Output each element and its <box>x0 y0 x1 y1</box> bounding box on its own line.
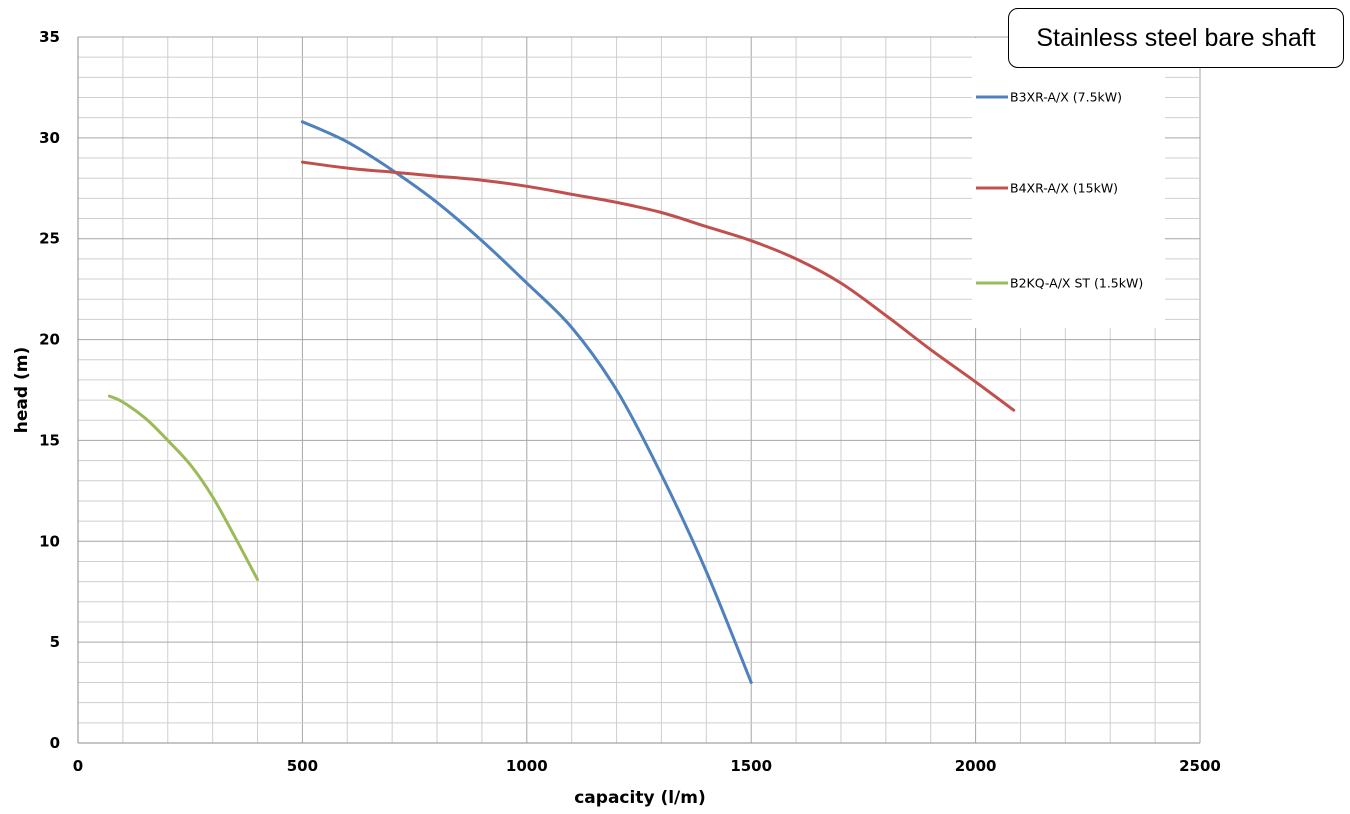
series-line-1 <box>300 120 753 684</box>
legend-label-3: B2KQ-A/X ST (1.5kW) <box>1010 276 1143 291</box>
series-layer <box>107 120 1016 684</box>
annotation-box: Stainless steel bare shaft <box>1008 8 1344 68</box>
legend-background <box>972 38 1165 328</box>
y-tick-label: 30 <box>39 129 60 147</box>
y-axis-title: head (m) <box>12 347 32 433</box>
legend-label-2: B4XR-A/X (15kW) <box>1010 181 1118 196</box>
y-tick-label: 25 <box>39 230 60 248</box>
y-tick-label: 5 <box>50 633 60 651</box>
x-tick-label: 500 <box>287 757 318 775</box>
grid <box>77 36 1201 744</box>
x-axis-title: capacity (l/m) <box>574 788 706 808</box>
y-tick-label: 15 <box>39 431 60 449</box>
y-tick-label: 0 <box>50 734 60 752</box>
x-tick-label: 1500 <box>730 757 772 775</box>
x-tick-label: 2000 <box>955 757 997 775</box>
y-tick-label: 35 <box>39 28 60 46</box>
axes: 0 500 1000 1500 2000 2500 0 5 10 15 20 25 30 35 <box>39 28 1221 775</box>
x-tick-label: 0 <box>73 757 83 775</box>
annotation-text: Stainless steel bare shaft <box>1036 23 1316 52</box>
x-tick-label: 2500 <box>1179 757 1221 775</box>
series-line-3 <box>107 394 259 582</box>
series-line-2 <box>300 160 1016 412</box>
legend-label-1: B3XR-A/X (7.5kW) <box>1010 90 1122 105</box>
y-tick-label: 10 <box>39 532 60 550</box>
y-tick-label: 20 <box>39 331 60 349</box>
x-tick-label: 1000 <box>506 757 548 775</box>
legend: B3XR-A/X (7.5kW) B4XR-A/X (15kW) B2KQ-A/X … <box>972 38 1165 328</box>
